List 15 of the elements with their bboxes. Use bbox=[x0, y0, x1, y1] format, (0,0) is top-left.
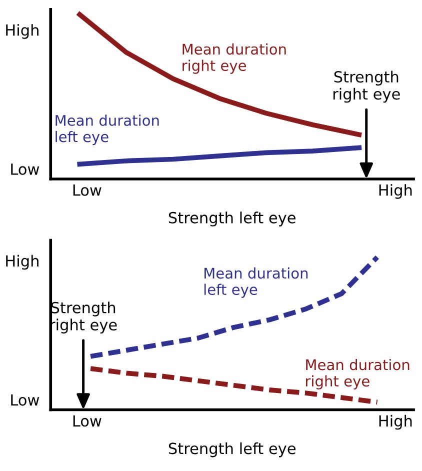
text: Low bbox=[73, 184, 102, 196]
text: Low bbox=[11, 394, 40, 406]
series-label: Mean duration left eye bbox=[204, 267, 308, 298]
text: High bbox=[6, 24, 38, 39]
text: Low bbox=[11, 164, 40, 175]
series-label: Mean duration right eye bbox=[182, 43, 286, 74]
text: High bbox=[379, 184, 412, 199]
text: Low bbox=[73, 415, 102, 427]
annotation: Strength right eye bbox=[333, 70, 400, 103]
x-axis-title: Strength left eye bbox=[168, 442, 296, 458]
series-label: Mean duration right eye bbox=[306, 358, 410, 390]
text: High bbox=[6, 254, 38, 270]
x-axis-title: Strength left eye bbox=[168, 212, 296, 226]
series-label: Mean duration left eye bbox=[56, 114, 159, 146]
text: High bbox=[379, 414, 412, 430]
